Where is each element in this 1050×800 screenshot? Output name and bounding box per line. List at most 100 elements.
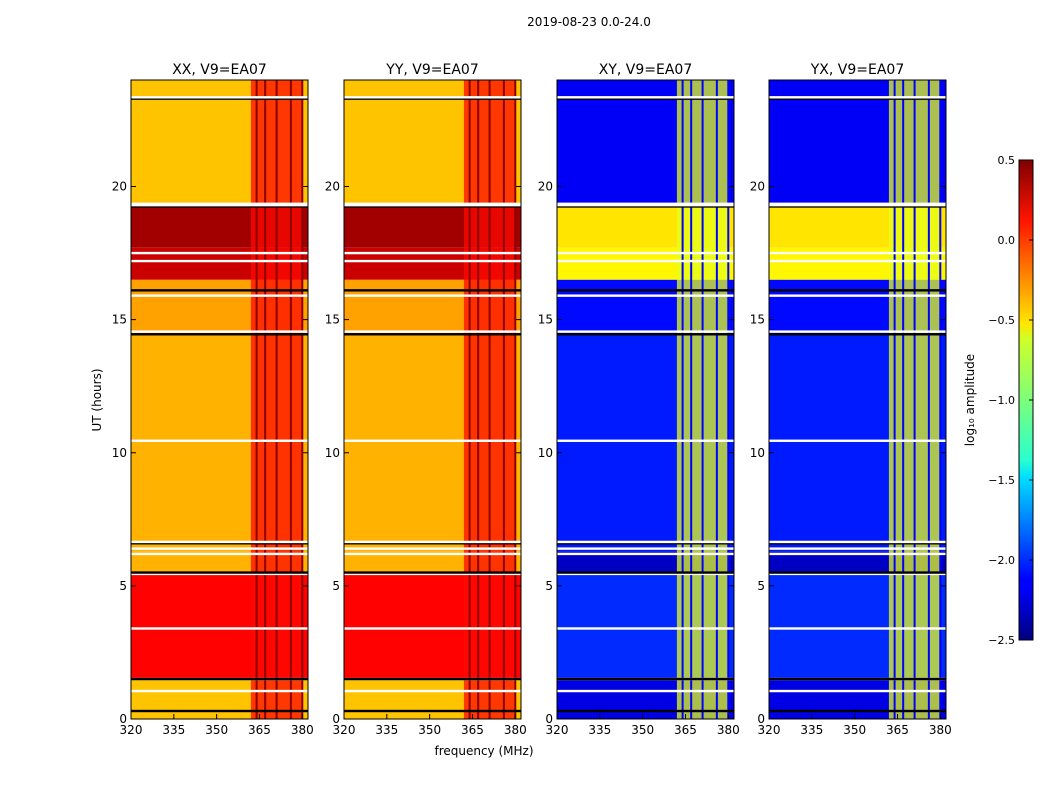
y-tick-label: 0 bbox=[757, 712, 765, 726]
flagged-row bbox=[557, 627, 734, 630]
flagged-row bbox=[769, 259, 946, 263]
flagged-row bbox=[769, 627, 946, 630]
flagged-row bbox=[344, 96, 521, 99]
flagged-row bbox=[344, 251, 521, 255]
flagged-row bbox=[131, 547, 308, 550]
flagged-row bbox=[769, 97, 946, 100]
x-tick-label: 335 bbox=[588, 723, 611, 737]
panel-title: YX, V9=EA07 bbox=[810, 62, 905, 78]
y-tick-label: 0 bbox=[545, 712, 553, 726]
flagged-row bbox=[131, 571, 308, 574]
x-tick-label: 380 bbox=[929, 723, 952, 737]
x-tick-label: 365 bbox=[674, 723, 697, 737]
y-tick-label: 15 bbox=[112, 313, 127, 327]
y-tick-label: 5 bbox=[545, 579, 553, 593]
panel-title: XX, V9=EA07 bbox=[172, 62, 267, 78]
flagged-row bbox=[557, 677, 734, 681]
flagged-row bbox=[131, 259, 308, 263]
y-tick-label: 20 bbox=[538, 180, 553, 194]
x-axis-label: frequency (MHz) bbox=[434, 744, 533, 758]
flagged-row bbox=[557, 251, 734, 255]
y-tick-label: 20 bbox=[112, 180, 127, 194]
x-tick-label: 365 bbox=[248, 723, 271, 737]
flagged-row bbox=[344, 627, 521, 630]
colorbar: 0.5 0.0 −0.5 −1.0 −1.5 −2.0 −2.5 log₁₀ amplitu… bbox=[963, 154, 1034, 647]
flagged-row bbox=[344, 552, 521, 556]
colorbar-tick-label: −1.5 bbox=[988, 474, 1015, 487]
flagged-row bbox=[557, 289, 734, 292]
flagged-row bbox=[344, 571, 521, 574]
x-tick-label: 335 bbox=[375, 723, 398, 737]
x-tick-label: 380 bbox=[291, 723, 314, 737]
flagged-row bbox=[557, 333, 734, 336]
panel-2: YY, V9=EA07 320 335 350 365 380 0 5 10 15 20 bbox=[325, 62, 527, 737]
x-tick-label: 320 bbox=[333, 723, 356, 737]
flagged-row bbox=[557, 572, 734, 576]
y-tick-label: 5 bbox=[757, 579, 765, 593]
flagged-row bbox=[769, 547, 946, 550]
x-tick-label: 320 bbox=[758, 723, 781, 737]
x-tick-label: 320 bbox=[120, 723, 143, 737]
x-tick-label: 365 bbox=[886, 723, 909, 737]
flagged-row bbox=[131, 294, 308, 297]
flagged-row bbox=[769, 96, 946, 99]
flagged-row bbox=[557, 294, 734, 297]
flagged-row bbox=[131, 677, 308, 681]
flagged-row bbox=[131, 542, 308, 545]
flagged-row bbox=[557, 439, 734, 442]
x-tick-label: 365 bbox=[461, 723, 484, 737]
x-tick-label: 335 bbox=[800, 723, 823, 737]
flagged-row bbox=[769, 205, 946, 208]
colorbar-tick-label: −2.0 bbox=[988, 554, 1015, 567]
y-tick-label: 20 bbox=[750, 180, 765, 194]
panel-frame bbox=[768, 79, 947, 720]
flagged-row bbox=[557, 547, 734, 550]
panel-1: XX, V9=EA07 320 335 350 365 380 0 5 10 15 20 bbox=[112, 62, 314, 737]
flagged-row bbox=[557, 709, 734, 713]
flagged-row bbox=[344, 289, 521, 292]
flagged-row bbox=[344, 97, 521, 100]
x-tick-label: 350 bbox=[418, 723, 441, 737]
y-tick-label: 10 bbox=[750, 446, 765, 460]
x-tick-label: 335 bbox=[162, 723, 185, 737]
panel-4: YX, V9=EA07 320 335 350 365 380 0 5 10 15 20 bbox=[750, 62, 952, 737]
panel-frame bbox=[130, 79, 309, 720]
flagged-row bbox=[131, 333, 308, 336]
colorbar-tick-label: −1.0 bbox=[988, 394, 1015, 407]
y-tick-label: 5 bbox=[119, 579, 127, 593]
panel-title: YY, V9=EA07 bbox=[385, 62, 478, 78]
x-tick-label: 380 bbox=[504, 723, 527, 737]
flagged-row bbox=[344, 709, 521, 713]
flagged-row bbox=[557, 203, 734, 207]
flagged-row bbox=[131, 572, 308, 576]
flagged-row bbox=[557, 571, 734, 574]
flagged-row bbox=[769, 330, 946, 333]
x-tick-label: 320 bbox=[546, 723, 569, 737]
flagged-row bbox=[769, 251, 946, 255]
flagged-row bbox=[344, 547, 521, 550]
flagged-row bbox=[769, 572, 946, 576]
flagged-row bbox=[769, 289, 946, 292]
flagged-row bbox=[769, 689, 946, 693]
flagged-row bbox=[557, 542, 734, 545]
flagged-row bbox=[131, 689, 308, 693]
figure-suptitle: 2019-08-23 0.0-24.0 bbox=[527, 15, 651, 29]
panel-title: XY, V9=EA07 bbox=[599, 62, 693, 78]
flagged-row bbox=[557, 97, 734, 100]
flagged-row bbox=[131, 96, 308, 99]
x-tick-label: 380 bbox=[717, 723, 740, 737]
flagged-row bbox=[557, 689, 734, 693]
flagged-row bbox=[131, 251, 308, 255]
colorbar-label: log₁₀ amplitude bbox=[963, 354, 977, 446]
flagged-row bbox=[344, 542, 521, 545]
y-tick-label: 15 bbox=[750, 313, 765, 327]
flagged-row bbox=[131, 289, 308, 292]
flagged-row bbox=[344, 333, 521, 336]
flagged-row bbox=[344, 330, 521, 333]
flagged-row bbox=[131, 439, 308, 442]
flagged-row bbox=[344, 572, 521, 576]
flagged-row bbox=[557, 96, 734, 99]
flagged-row bbox=[131, 552, 308, 556]
flagged-row bbox=[769, 294, 946, 297]
x-tick-label: 350 bbox=[631, 723, 654, 737]
